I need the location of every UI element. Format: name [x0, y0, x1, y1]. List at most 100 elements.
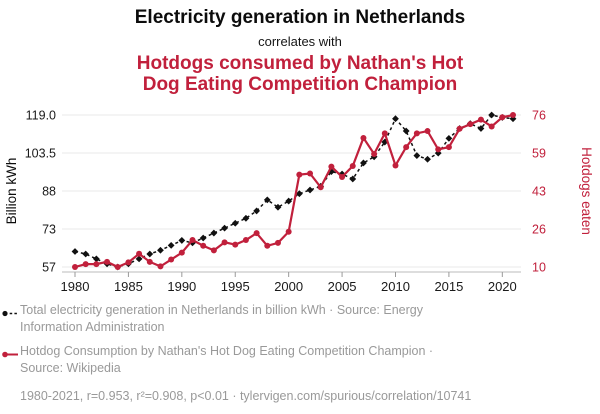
data-point-circle [435, 146, 442, 153]
right-tick-label: 76 [532, 109, 546, 123]
data-point-circle [178, 249, 185, 256]
left-axis-title: Billion kWh [4, 158, 19, 225]
subtitle: Hotdogs consumed by Nathan's Hot Dog Eat… [0, 53, 600, 95]
legend-item-electricity: Total electricity generation in Netherla… [2, 302, 594, 336]
left-y-axis: 119.0 103.5 88 73 57 Billion kWh [4, 109, 56, 275]
data-point-diamond [445, 134, 453, 142]
x-tick-label: 2010 [381, 279, 410, 294]
data-point-circle [274, 239, 281, 246]
electricity-legend-key-icon [2, 302, 20, 336]
data-point-circle [82, 261, 89, 268]
data-point-circle [360, 134, 367, 141]
grid-lines [62, 114, 521, 268]
x-tick-label: 1980 [61, 279, 90, 294]
data-point-circle [93, 261, 100, 268]
legend-label-hotdogs: Hotdog Consumption by Nathan's Hot Dog E… [20, 344, 434, 375]
data-point-circle [307, 170, 314, 177]
data-point-circle [200, 242, 207, 249]
data-point-circle [114, 264, 121, 270]
x-axis: 1980 1985 1990 1995 2000 2005 2010 2015 2020 [61, 271, 521, 294]
data-point-diamond [253, 207, 261, 215]
data-point-circle [392, 162, 399, 169]
data-point-diamond [360, 159, 367, 167]
data-point-circle [413, 130, 420, 137]
data-point-circle [488, 123, 495, 130]
data-point-diamond [488, 111, 496, 119]
x-tick-label: 1990 [167, 279, 196, 294]
right-tick-label: 59 [532, 147, 546, 161]
page-title: Electricity generation in Netherlands [134, 7, 466, 28]
left-tick-label: 119.0 [26, 109, 56, 123]
left-tick-label: 73 [42, 223, 56, 237]
data-point-circle [510, 112, 516, 118]
correlates-with-label: correlates with [258, 34, 342, 49]
data-point-diamond [82, 250, 90, 258]
x-tick-label: 2015 [434, 279, 463, 294]
data-point-diamond [135, 255, 143, 263]
data-point-diamond [295, 190, 303, 198]
data-point-circle [253, 230, 260, 237]
x-tick-label: 1995 [221, 279, 250, 294]
data-point-circle [125, 259, 132, 266]
data-point-circle [168, 256, 175, 263]
right-y-axis: 76 59 43 26 10 Hotdogs eaten [532, 109, 594, 275]
data-point-diamond [167, 241, 175, 249]
data-point-circle [210, 247, 217, 254]
data-point-circle [264, 242, 271, 249]
legend: Total electricity generation in Netherla… [2, 302, 594, 405]
left-tick-label: 88 [42, 185, 56, 199]
data-point-diamond [424, 155, 431, 163]
data-point-circle [328, 163, 335, 170]
data-point-diamond [231, 219, 239, 227]
data-point-circle [296, 171, 303, 178]
x-tick-label: 2020 [488, 279, 517, 294]
data-point-circle [456, 125, 463, 132]
data-point-circle [349, 163, 356, 170]
legend-item-hotdogs: Hotdog Consumption by Nathan's Hot Dog E… [2, 343, 594, 377]
right-tick-label: 43 [532, 185, 546, 199]
data-point-diamond [199, 234, 207, 242]
data-point-diamond [285, 197, 293, 205]
data-point-circle [339, 173, 346, 180]
subtitle-line-1: Hotdogs consumed by Nathan's Hot [136, 53, 464, 74]
data-point-circle [189, 237, 196, 244]
left-tick-label: 103.5 [25, 147, 56, 161]
data-point-circle [381, 130, 388, 137]
left-tick-label: 57 [42, 261, 56, 275]
hotdogs-series [72, 112, 516, 270]
data-point-circle [499, 114, 506, 121]
correlation-line-chart: 1980 1985 1990 1995 2000 2005 2010 2015 2020 119.… [4, 109, 594, 295]
data-point-circle [403, 144, 410, 151]
data-point-circle [221, 239, 228, 246]
x-tick-label: 2000 [274, 279, 303, 294]
data-point-circle [285, 228, 292, 235]
data-point-diamond [349, 175, 357, 183]
data-point-diamond [242, 214, 250, 222]
data-point-circle [445, 144, 452, 151]
data-point-diamond [157, 246, 164, 254]
data-point-diamond [221, 224, 228, 232]
data-point-circle [242, 237, 249, 244]
chart-area: 1980 1985 1990 1995 2000 2005 2010 2015 2020 119.… [0, 100, 600, 300]
data-point-circle [136, 250, 143, 257]
data-point-diamond [274, 203, 282, 211]
data-point-diamond [210, 229, 218, 237]
data-point-circle [467, 121, 474, 128]
subtitle-line-2: Dog Eating Competition Champion [142, 74, 458, 95]
data-point-circle [371, 151, 378, 158]
data-point-circle [232, 241, 239, 248]
x-tick-label: 1985 [114, 279, 143, 294]
hotdogs-legend-key-icon [2, 343, 20, 377]
data-point-diamond [146, 250, 154, 258]
data-point-diamond [381, 138, 389, 146]
data-point-diamond [178, 237, 186, 244]
right-tick-label: 10 [532, 261, 546, 275]
data-point-diamond [306, 186, 314, 194]
stats-citation-line: 1980-2021, r=0.953, r²=0.908, p<0.01 · t… [20, 389, 472, 403]
data-point-diamond [92, 255, 100, 263]
data-point-circle [317, 184, 324, 191]
data-point-diamond [263, 196, 271, 204]
data-point-circle [146, 258, 153, 265]
data-point-circle [424, 128, 431, 135]
